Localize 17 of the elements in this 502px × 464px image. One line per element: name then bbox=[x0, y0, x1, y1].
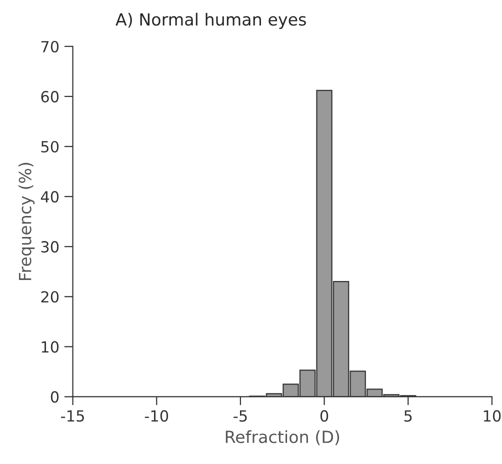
x-tick-label: -15 bbox=[61, 410, 84, 422]
y-tick-label: 0 bbox=[50, 391, 59, 403]
y-tick-label: 50 bbox=[41, 140, 59, 153]
y-tick-label: 30 bbox=[41, 241, 59, 253]
y-axis-title: Frequency (%) bbox=[18, 162, 35, 280]
y-tick-label: 40 bbox=[40, 191, 59, 203]
y-tick-label: 20 bbox=[41, 291, 59, 303]
y-tick-label: 10 bbox=[42, 341, 59, 353]
y-tick-label: 60 bbox=[41, 90, 59, 102]
x-tick-label: 10 bbox=[484, 410, 501, 422]
x-axis-title: Refraction (D) bbox=[226, 430, 340, 446]
x-tick-label: 5 bbox=[404, 410, 412, 422]
x-tick-label: 0 bbox=[320, 410, 328, 422]
chart-title: A) Normal human eyes bbox=[116, 12, 306, 29]
y-tick-label: 70 bbox=[41, 40, 59, 52]
x-tick-label: -10 bbox=[144, 410, 168, 422]
x-tick-label: -5 bbox=[234, 410, 247, 422]
